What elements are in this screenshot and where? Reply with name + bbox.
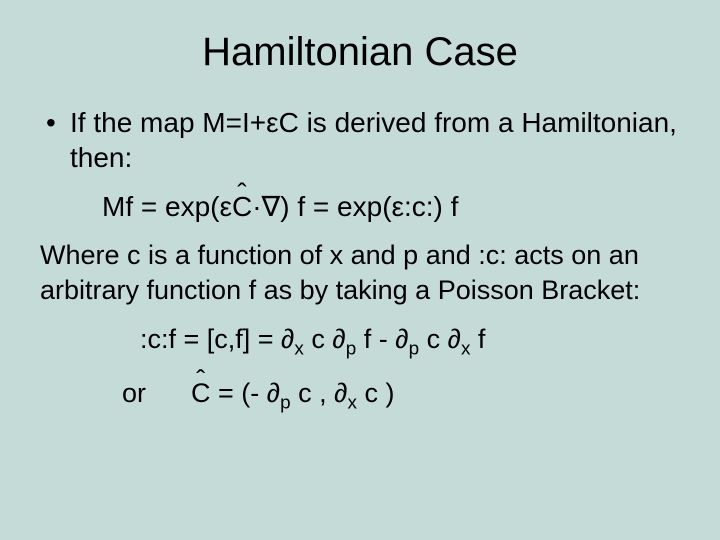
- sub-x1: x: [294, 339, 303, 360]
- eq3-m1: c , ∂: [291, 378, 348, 408]
- sub-p2: p: [409, 339, 420, 360]
- sub-x2: x: [461, 339, 470, 360]
- eq2-m1: c ∂: [304, 324, 346, 354]
- slide: Hamiltonian Case If the map M=I+εC is de…: [0, 0, 720, 540]
- sub-x3: x: [348, 393, 357, 414]
- slide-title: Hamiltonian Case: [40, 30, 680, 75]
- eq2-pre: :c:f = [c,f] = ∂: [140, 324, 294, 354]
- eq2-m2: f - ∂: [356, 324, 408, 354]
- bullet-1: If the map M=I+εC is derived from a Hami…: [40, 105, 680, 175]
- or-label: or: [122, 378, 146, 408]
- eq3-pre: = (- ∂: [211, 378, 281, 408]
- equation-3: or C = (- ∂p c , ∂x c ): [40, 376, 680, 416]
- paragraph-2: Where c is a function of x and p and :c:…: [40, 238, 680, 308]
- c-hat-2: C: [191, 376, 211, 411]
- equation-2: :c:f = [c,f] = ∂x c ∂p f - ∂p c ∂x f: [40, 322, 680, 362]
- eq2-end: f: [470, 324, 485, 354]
- sub-p1: p: [346, 339, 357, 360]
- sub-p3: p: [280, 393, 291, 414]
- eq3-end: c ): [357, 378, 395, 408]
- equation-1: Mf = exp(εC·∇) f = exp(ε:c:) f: [40, 189, 680, 224]
- eq2-m3: c ∂: [419, 324, 461, 354]
- c-hat-1: C: [232, 189, 252, 224]
- eq1-pre: Mf = exp(ε: [102, 191, 232, 222]
- eq1-mid: ·∇) f = exp(ε:c:) f: [252, 191, 458, 222]
